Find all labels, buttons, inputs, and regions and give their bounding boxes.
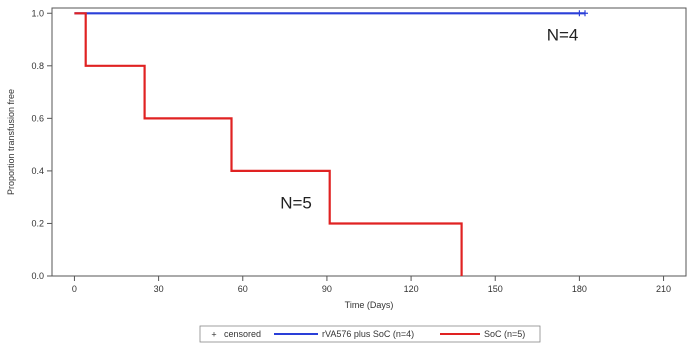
x-tick-label: 30 [154,284,164,294]
legend-censored-label: censored [224,329,261,339]
x-tick-label: 150 [488,284,503,294]
x-axis-title: Time (Days) [345,300,394,310]
y-tick-label: 0.6 [31,113,44,123]
annotation-label: N=5 [280,193,312,212]
annotation-label: N=4 [547,25,579,44]
legend-label-0: rVA576 plus SoC (n=4) [322,329,414,339]
series-line-1 [74,12,463,276]
legend-label-1: SoC (n=5) [484,329,525,339]
plot-frame [51,7,687,277]
y-tick-label: 0.2 [31,218,44,228]
y-tick-label: 0.8 [31,61,44,71]
y-tick-label: 0.4 [31,166,44,176]
x-tick-label: 210 [656,284,671,294]
y-tick-label: 1.0 [31,8,44,18]
x-tick-label: 120 [404,284,419,294]
x-tick-label: 180 [572,284,587,294]
y-axis-title: Proportion transfusion free [6,89,16,195]
x-tick-label: 0 [72,284,77,294]
legend-box [199,325,541,343]
x-tick-label: 90 [322,284,332,294]
x-tick-label: 60 [238,284,248,294]
y-tick-label: 0.0 [31,271,44,281]
legend-censored-marker: + [211,330,216,340]
